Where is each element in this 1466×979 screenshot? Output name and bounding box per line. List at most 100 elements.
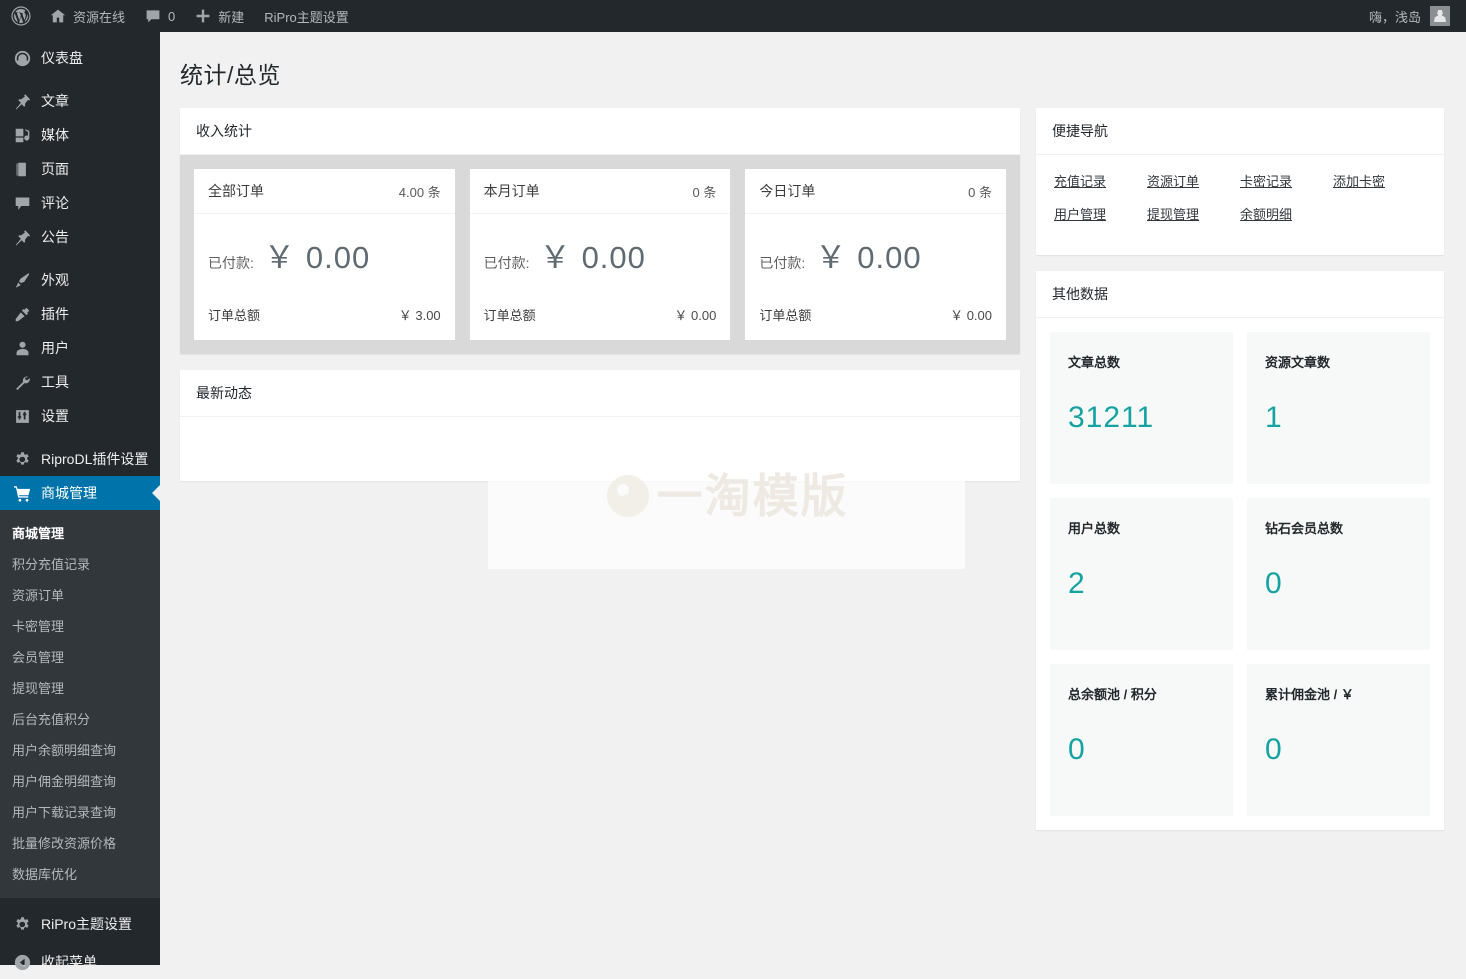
quicknav-link-user-management[interactable]: 用户管理: [1054, 207, 1107, 222]
submenu-item-resource-orders[interactable]: 资源订单: [12, 588, 65, 603]
sidebar-item-appearance[interactable]: 外观: [0, 263, 160, 297]
order-card-currency: ￥: [263, 240, 296, 275]
users-icon: [12, 340, 32, 357]
submenu-item-points-recharge-records[interactable]: 积分充值记录: [12, 557, 91, 572]
order-card-paid-label: 已付款:: [208, 255, 254, 271]
new-content-button[interactable]: 新建: [185, 0, 254, 32]
right-column: 便捷导航 充值记录 资源订单 卡密记录 添加卡密 用户管理 提现管理 余额明细 …: [1036, 108, 1444, 846]
sidebar-item-plugins[interactable]: 插件: [0, 297, 160, 331]
wordpress-logo-button[interactable]: [0, 0, 40, 32]
sidebar-item-ripro-theme-settings[interactable]: RiPro主题设置: [0, 907, 160, 941]
order-card-paid-amount: 0.00: [581, 240, 646, 275]
order-card-total-label: 订单总额: [759, 308, 812, 323]
other-data-panel: 其他数据 文章总数 31211 资源文章数 1 用户总数 2: [1036, 271, 1444, 830]
quicknav-link-balance-details[interactable]: 余额明细: [1240, 207, 1293, 222]
avatar: [1430, 6, 1450, 26]
order-card-name: 今日订单: [759, 183, 816, 199]
home-icon: [50, 8, 66, 24]
sidebar-item-label: 仪表盘: [41, 50, 83, 66]
order-card-total-amount: ￥ 0.00: [950, 308, 993, 323]
announcement-pin-icon: [12, 229, 32, 246]
order-card-count: 0 条: [968, 184, 993, 200]
submenu-item-card-key-management[interactable]: 卡密管理: [12, 619, 65, 634]
latest-activity-panel: 最新动态: [180, 370, 1020, 481]
sidebar-item-posts[interactable]: 文章: [0, 84, 160, 118]
sidebar-gap-3: [0, 433, 160, 442]
quicknav-link-recharge-records[interactable]: 充值记录: [1054, 174, 1107, 189]
income-statistics-title: 收入统计: [180, 108, 1020, 155]
stat-value: 0: [1265, 567, 1283, 600]
main-content: 统计/总览 收入统计 全部订单 4.00 条 已付款: ￥ 0.00: [160, 32, 1466, 965]
sidebar-item-pages[interactable]: 页面: [0, 152, 160, 186]
submenu-item-withdrawal-management[interactable]: 提现管理: [12, 681, 65, 696]
quicknav-link-add-card-key[interactable]: 添加卡密: [1333, 174, 1386, 189]
stat-card-total-users: 用户总数 2: [1050, 498, 1233, 650]
submenu-item-bulk-edit-resource-prices[interactable]: 批量修改资源价格: [12, 836, 117, 851]
submenu-item-shop-management[interactable]: 商城管理: [12, 526, 65, 541]
sidebar-item-comments[interactable]: 评论: [0, 186, 160, 220]
stat-label: 用户总数: [1068, 521, 1121, 536]
income-statistics-panel: 收入统计 全部订单 4.00 条 已付款: ￥ 0.00 订: [180, 108, 1020, 354]
quicknav-link-withdrawal-management[interactable]: 提现管理: [1147, 207, 1200, 222]
sidebar-gap-2: [0, 254, 160, 263]
sidebar-item-settings[interactable]: 设置: [0, 399, 160, 433]
order-card-count: 0 条: [692, 184, 717, 200]
submenu-item-user-commission-query[interactable]: 用户佣金明细查询: [12, 774, 117, 789]
site-name-label: 资源在线: [73, 9, 126, 25]
sidebar-item-label: 页面: [41, 161, 69, 177]
submenu-item-user-balance-query[interactable]: 用户余额明细查询: [12, 743, 117, 758]
order-card-paid-row: 已付款: ￥ 0.00: [194, 214, 455, 297]
submenu-item-database-optimization[interactable]: 数据库优化: [12, 867, 78, 882]
order-card-total-row: 订单总额 ￥ 0.00: [470, 297, 731, 340]
sidebar-item-shop-management[interactable]: 商城管理: [0, 476, 160, 510]
quicknav-link-resource-orders[interactable]: 资源订单: [1147, 174, 1200, 189]
order-card-total-row: 订单总额 ￥ 3.00: [194, 297, 455, 340]
stat-value: 2: [1068, 567, 1086, 600]
shop-management-submenu: 商城管理 积分充值记录 资源订单 卡密管理 会员管理 提现管理 后台充值积分 用…: [0, 510, 160, 898]
quick-navigation-title: 便捷导航: [1036, 108, 1444, 155]
comments-count: 0: [168, 8, 176, 24]
theme-settings-button[interactable]: RiPro主题设置: [254, 0, 359, 32]
sidebar-collapse-menu-button[interactable]: 收起菜单: [0, 945, 160, 979]
quick-navigation-links: 充值记录 资源订单 卡密记录 添加卡密 用户管理 提现管理 余额明细: [1036, 155, 1444, 255]
gear-icon: [12, 451, 32, 468]
sidebar-item-tools[interactable]: 工具: [0, 365, 160, 399]
sidebar-item-label: 商城管理: [41, 485, 97, 501]
order-card-name: 全部订单: [208, 183, 264, 199]
stat-value: 1: [1265, 401, 1283, 434]
stat-value: 0: [1068, 733, 1086, 766]
sidebar-item-announcements[interactable]: 公告: [0, 220, 160, 254]
sidebar-item-users[interactable]: 用户: [0, 331, 160, 365]
submenu-item-backend-recharge-points[interactable]: 后台充值积分: [12, 712, 91, 727]
sidebar-item-riprodl-settings[interactable]: RiproDL插件设置: [0, 442, 160, 476]
comments-button[interactable]: 0: [135, 0, 185, 32]
stat-label: 资源文章数: [1265, 355, 1331, 370]
gear-icon: [12, 916, 32, 933]
other-data-title: 其他数据: [1036, 271, 1444, 318]
order-card-header: 今日订单 0 条: [745, 169, 1007, 214]
sidebar-item-media[interactable]: 媒体: [0, 118, 160, 152]
submenu-item-user-download-records-query[interactable]: 用户下载记录查询: [12, 805, 117, 820]
account-menu[interactable]: 嗨，浅岛: [1369, 6, 1466, 26]
order-card-paid-amount: 0.00: [305, 240, 371, 275]
dashboard-icon: [12, 50, 32, 67]
theme-settings-label: RiPro主题设置: [264, 9, 349, 25]
new-content-label: 新建: [218, 9, 245, 25]
quicknav-link-card-key-records[interactable]: 卡密记录: [1240, 174, 1293, 189]
order-card-total-amount: ￥ 3.00: [398, 308, 441, 323]
pages-icon: [12, 161, 32, 178]
submenu-item-member-management[interactable]: 会员管理: [12, 650, 65, 665]
order-card-paid-label: 已付款:: [483, 255, 530, 271]
sidebar-item-dashboard[interactable]: 仪表盘: [0, 41, 160, 75]
sidebar-item-label: 外观: [41, 272, 69, 288]
stat-label: 文章总数: [1068, 355, 1121, 370]
cart-icon: [12, 485, 32, 502]
sidebar-gap-1: [0, 75, 160, 84]
sidebar-item-label: 收起菜单: [41, 954, 97, 970]
stat-value: 0: [1265, 733, 1283, 766]
order-card-currency: ￥: [815, 240, 848, 275]
site-name-button[interactable]: 资源在线: [40, 0, 135, 32]
income-cards-container: 全部订单 4.00 条 已付款: ￥ 0.00 订单总额 ￥ 3.00: [180, 155, 1020, 354]
sidebar-item-label: 插件: [41, 306, 69, 322]
sidebar-item-label: 文章: [41, 93, 69, 109]
